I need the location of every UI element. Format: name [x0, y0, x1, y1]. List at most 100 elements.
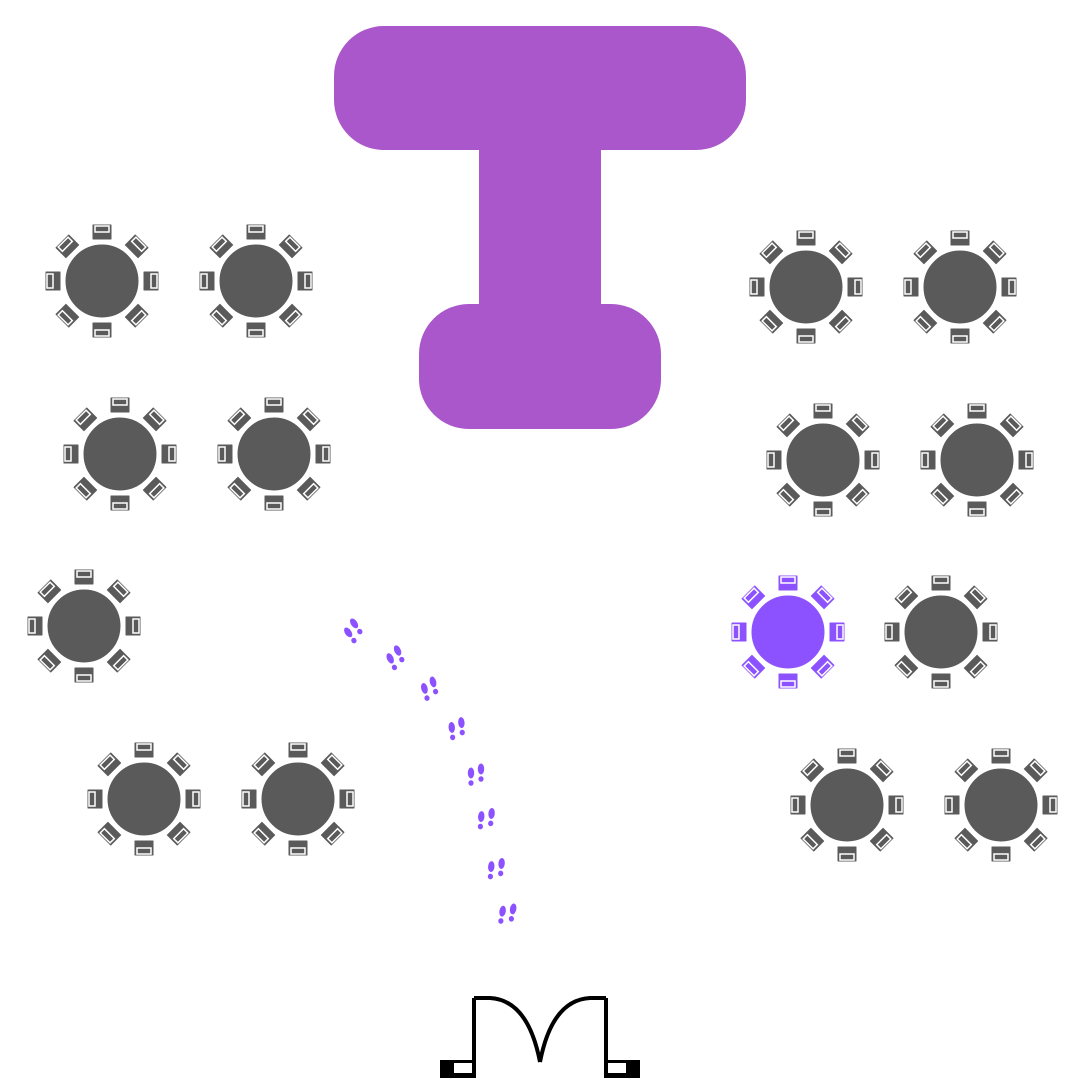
door-left-swing — [474, 996, 542, 1063]
chair-icon — [1020, 755, 1051, 786]
chair-icon — [834, 843, 860, 865]
table-top — [216, 241, 296, 321]
chair-icon — [70, 404, 101, 435]
chair-icon — [1039, 792, 1061, 818]
chair-icon — [996, 410, 1027, 441]
chair-icon — [163, 749, 194, 780]
chair-icon — [103, 576, 134, 607]
chair-icon — [756, 237, 787, 268]
chair-icon — [158, 441, 180, 467]
footprint-heel — [488, 820, 494, 827]
table-top — [766, 247, 846, 327]
chair-icon — [773, 410, 804, 441]
chair-icon — [763, 447, 785, 473]
chair-icon — [121, 231, 152, 262]
chair-icon — [34, 576, 65, 607]
head-table-base — [419, 304, 661, 429]
chair-icon — [927, 410, 958, 441]
chair-icon — [787, 792, 809, 818]
chair-icon — [844, 274, 866, 300]
chair-icon — [293, 473, 324, 504]
table-top — [62, 241, 142, 321]
chair-icon — [793, 227, 819, 249]
chair-icon — [928, 572, 954, 594]
chair-icon — [206, 300, 237, 331]
entrance-door-icon — [440, 996, 640, 1078]
footprint-sole — [420, 683, 428, 694]
chair-icon — [891, 582, 922, 613]
chair-icon — [842, 410, 873, 441]
chair-icon — [917, 447, 939, 473]
footprint-pair-icon — [467, 763, 485, 786]
table-top — [807, 765, 887, 845]
door-right-threshold-mark — [608, 1063, 626, 1073]
footprint-heel — [498, 870, 504, 877]
round-table — [196, 221, 316, 341]
footprint-heel — [357, 628, 363, 635]
round-table — [60, 394, 180, 514]
chair-icon — [71, 664, 97, 686]
chair-icon — [89, 221, 115, 243]
chair-icon — [107, 394, 133, 416]
table-top — [937, 420, 1017, 500]
footprint-sole — [429, 676, 437, 688]
chair-icon — [964, 400, 990, 422]
footprint-pair-icon — [498, 903, 517, 924]
chair-icon — [728, 619, 750, 645]
footprint-heel — [487, 873, 494, 880]
chair-icon — [834, 745, 860, 767]
chair-icon — [52, 300, 83, 331]
footprint-pair-icon — [477, 807, 495, 830]
chair-icon — [826, 619, 848, 645]
guest-tables — [24, 221, 1061, 865]
round-table — [787, 745, 907, 865]
round-table — [763, 400, 883, 520]
round-table — [24, 566, 144, 686]
chair-icon — [94, 749, 125, 780]
chair-icon — [34, 645, 65, 676]
door-right-swing — [538, 996, 606, 1063]
chair-icon — [773, 479, 804, 510]
chair-icon — [979, 619, 1001, 645]
chair-icon — [738, 651, 769, 682]
chair-icon — [238, 786, 260, 812]
chair-icon — [960, 651, 991, 682]
head-table-stem — [479, 130, 601, 320]
footprint-heel — [424, 695, 430, 701]
footprint-sole — [498, 857, 505, 869]
chair-icon — [94, 818, 125, 849]
table-top — [920, 247, 1000, 327]
chair-icon — [825, 306, 856, 337]
footprint-sole — [509, 903, 517, 915]
footprint-sole — [386, 653, 394, 664]
footprint-sole — [488, 807, 495, 819]
chair-icon — [998, 274, 1020, 300]
footsteps-path — [344, 618, 517, 924]
chair-icon — [797, 755, 828, 786]
chair-icon — [861, 447, 883, 473]
footprint-sole — [448, 721, 455, 733]
chair-icon — [60, 441, 82, 467]
chair-icon — [807, 582, 838, 613]
chair-icon — [810, 400, 836, 422]
chair-icon — [206, 231, 237, 262]
chair-icon — [756, 306, 787, 337]
footprint-sole — [467, 767, 475, 779]
chair-icon — [775, 572, 801, 594]
footprint-heel — [459, 729, 465, 736]
chair-icon — [988, 843, 1014, 865]
table-top — [258, 759, 338, 839]
chair-icon — [951, 824, 982, 855]
chair-icon — [275, 300, 306, 331]
chair-icon — [960, 582, 991, 613]
chair-icon — [866, 824, 897, 855]
chair-icon — [140, 268, 162, 294]
chair-icon — [891, 651, 922, 682]
chair-icon — [336, 786, 358, 812]
chair-icon — [84, 786, 106, 812]
chair-icon — [842, 479, 873, 510]
round-table — [746, 227, 866, 347]
chair-icon — [885, 792, 907, 818]
chair-icon — [294, 268, 316, 294]
table-top — [234, 414, 314, 494]
